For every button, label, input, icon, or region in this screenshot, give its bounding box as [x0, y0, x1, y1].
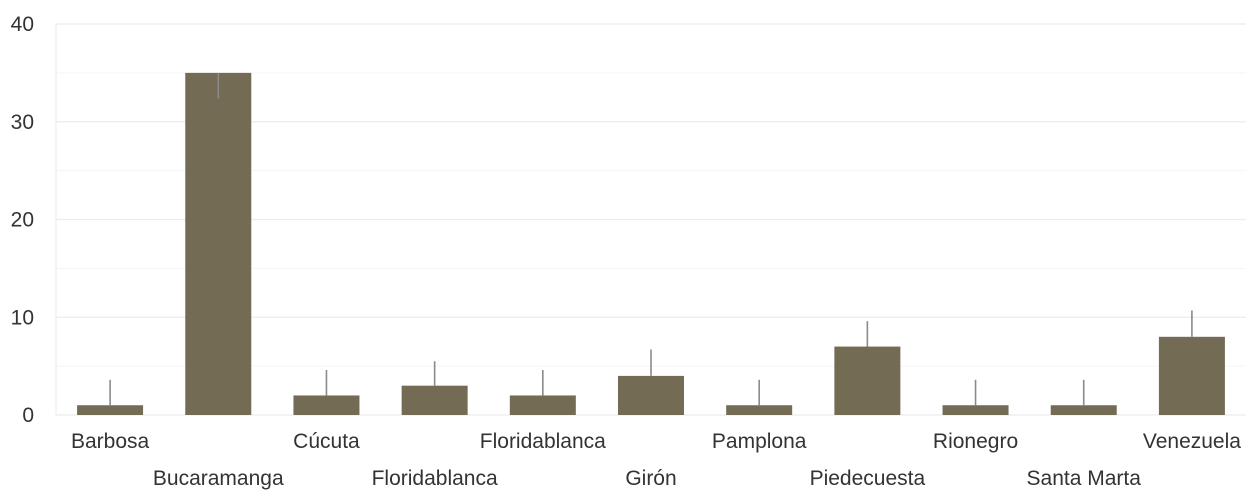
x-category-label: Floridablanca — [480, 430, 606, 453]
bar — [185, 72, 252, 415]
x-category-label: Santa Marta — [1027, 467, 1142, 490]
error-bars — [109, 72, 1193, 406]
bar — [1158, 336, 1225, 415]
bar — [942, 405, 1009, 415]
bar — [77, 405, 144, 415]
bar — [834, 346, 901, 415]
y-tick-label: 30 — [11, 111, 34, 134]
y-axis-tick-labels: 0 10 20 30 40 — [11, 13, 34, 427]
bar — [401, 385, 468, 415]
x-category-label: Pamplona — [712, 430, 807, 453]
bar — [618, 375, 684, 415]
bar — [1050, 405, 1117, 415]
x-category-label: Rionegro — [933, 430, 1018, 453]
bars — [77, 72, 1225, 415]
x-category-label: Cúcuta — [293, 430, 360, 453]
grid — [55, 23, 1246, 416]
y-tick-label: 20 — [11, 209, 34, 232]
x-category-label: Girón — [625, 467, 676, 490]
x-category-label: Floridablanca — [372, 467, 498, 490]
y-tick-label: 10 — [11, 306, 34, 329]
x-category-label: Piedecuesta — [810, 467, 926, 490]
bar — [509, 395, 576, 415]
x-category-label: Barbosa — [71, 430, 150, 453]
x-category-label: Venezuela — [1143, 430, 1241, 453]
bar — [293, 395, 360, 415]
y-tick-label: 0 — [22, 404, 34, 427]
x-category-label: Bucaramanga — [153, 467, 284, 490]
bar — [726, 405, 793, 415]
y-tick-label: 40 — [11, 13, 34, 36]
